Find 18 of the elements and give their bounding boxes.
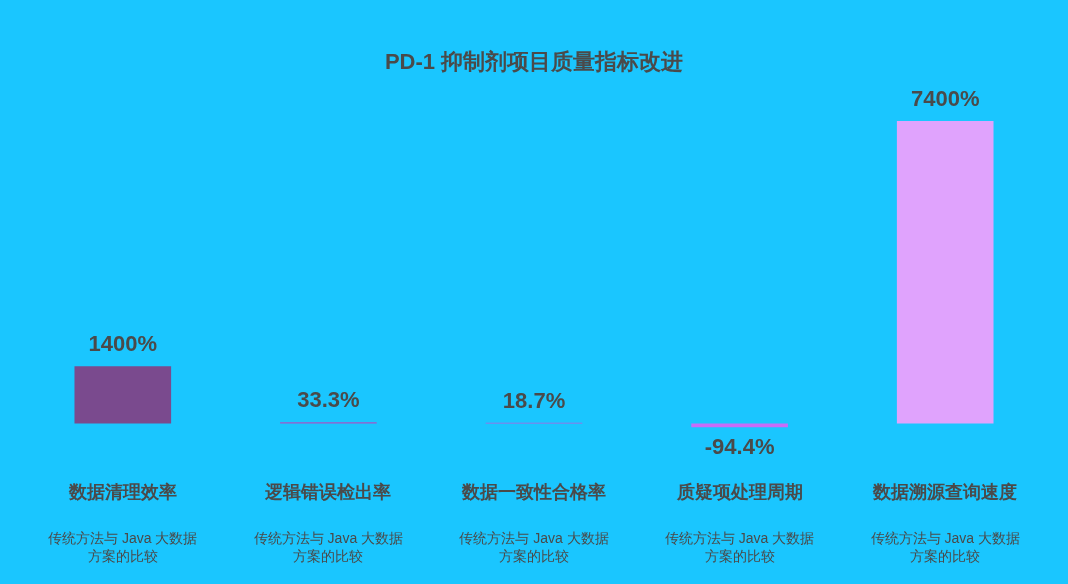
data-label: -94.4% bbox=[704, 434, 775, 460]
bar bbox=[74, 366, 172, 424]
bar bbox=[896, 120, 994, 424]
text: 传统方法与 Java 大数据方案的比较 bbox=[253, 529, 404, 564]
text: 传统方法与 Java 大数据方案的比较 bbox=[870, 529, 1020, 564]
chart-title: PD-1 抑制剂项目质量指标改进 bbox=[384, 49, 684, 75]
data-label: 33.3% bbox=[297, 387, 360, 413]
x-tick-label: 数据清理效率 bbox=[67, 482, 177, 503]
text: 传统方法与 Java 大数据方案的比较 bbox=[48, 529, 198, 564]
text: 传统方法与 Java 大数据方案的比较 bbox=[664, 529, 815, 564]
data-label: 7400% bbox=[910, 86, 980, 111]
x-tick-label: 逻辑错误检出率 bbox=[264, 482, 392, 503]
x-tick-label: 质疑项处理周期 bbox=[675, 482, 803, 503]
text: 传统方法与 Java 大数据方案的比较 bbox=[459, 529, 609, 564]
x-tick-label: 数据溯源查询速度 bbox=[872, 482, 1018, 503]
data-label: 1400% bbox=[88, 331, 158, 357]
x-tick-label: 数据一致性合格率 bbox=[461, 482, 606, 503]
data-label: 18.7% bbox=[502, 387, 566, 413]
